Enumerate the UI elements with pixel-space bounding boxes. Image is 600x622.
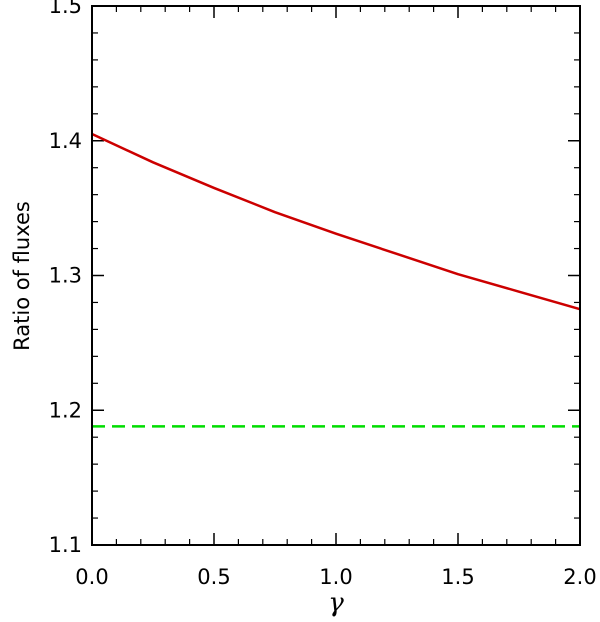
series-group xyxy=(91,132,581,428)
x-tick-label: 0.0 xyxy=(75,565,108,589)
y-tick-label: 1.5 xyxy=(49,0,82,18)
y-tick-label: 1.4 xyxy=(49,129,82,153)
tick-labels: 0.0 0.5 1.0 1.5 2.0 1.1 1.2 1.3 1.4 1.5 xyxy=(49,0,597,589)
axis-ticks xyxy=(91,5,581,546)
x-axis-label: γ xyxy=(328,588,344,618)
x-tick-label: 1.0 xyxy=(319,565,352,589)
x-tick-label: 2.0 xyxy=(563,565,596,589)
x-tick-label: 0.5 xyxy=(197,565,230,589)
flux-ratio-curve xyxy=(91,132,581,311)
y-tick-label: 1.2 xyxy=(49,398,82,422)
y-tick-label: 1.1 xyxy=(49,533,82,557)
y-tick-label: 1.3 xyxy=(49,264,82,288)
x-tick-label: 1.5 xyxy=(441,565,474,589)
y-axis-label: Ratio of fluxes xyxy=(10,201,34,351)
plot-frame xyxy=(91,5,581,546)
